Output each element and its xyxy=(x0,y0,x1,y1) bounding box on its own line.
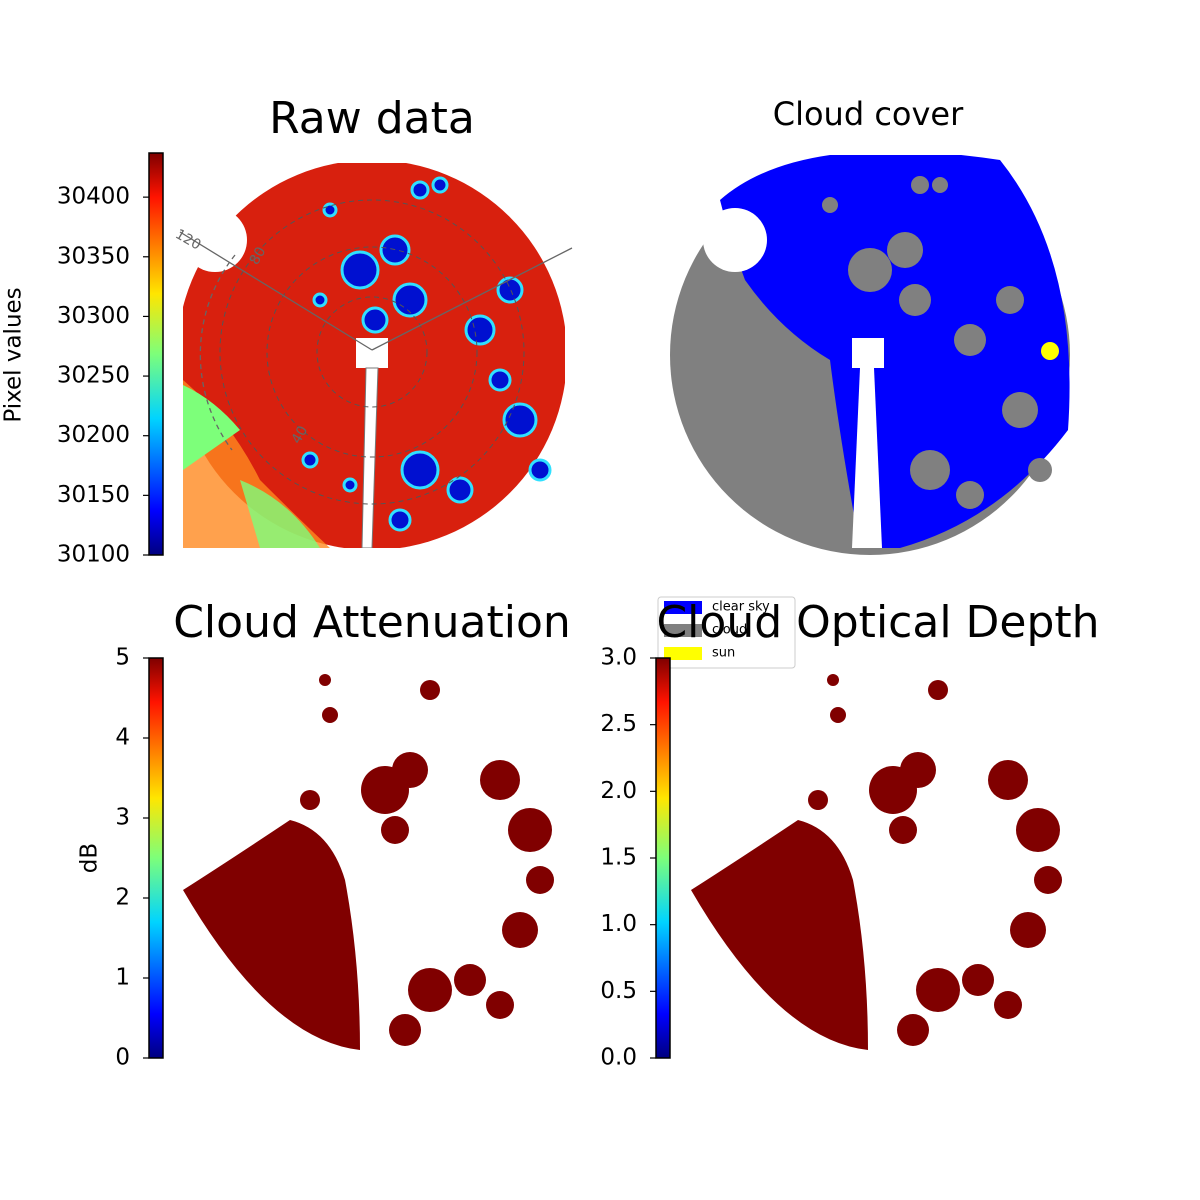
panel-title: Cloud Optical Depth xyxy=(656,597,1099,648)
polar-label: 40 xyxy=(289,423,312,446)
colorbar-tick-label: 0.5 xyxy=(600,978,637,1004)
panel-title: Cloud cover xyxy=(773,95,964,133)
colorbar-tick-label: 30300 xyxy=(57,303,130,329)
colorbar-label: Pixel values xyxy=(1,287,27,422)
legend-label: cloud xyxy=(712,623,747,638)
colorbar-tick-label: 30150 xyxy=(57,482,130,508)
colorbar-tick-label: 30250 xyxy=(57,363,130,389)
legend-swatch xyxy=(664,647,702,660)
colorbar-tick-label: 2.0 xyxy=(600,778,637,804)
colorbar-tick-label: 1.5 xyxy=(600,845,637,871)
legend-swatch xyxy=(664,624,702,637)
legend-label: sun xyxy=(712,646,735,661)
polar-axes xyxy=(179,231,573,451)
colorbar-tick-label: 5 xyxy=(115,645,130,671)
colorbar xyxy=(148,152,164,556)
polar-label: 80 xyxy=(247,244,270,267)
colorbar-tick-label: 2 xyxy=(115,885,130,911)
cloud-cover-image xyxy=(670,155,1070,555)
colorbar-tick-label: 0 xyxy=(115,1045,130,1071)
colorbar-tick-label: 2.5 xyxy=(600,711,637,737)
colorbar-tick-label: 30400 xyxy=(57,184,130,210)
raw-image xyxy=(183,163,565,548)
colorbar-tick-label: 30100 xyxy=(57,542,130,568)
colorbar-tick-label: 3 xyxy=(115,805,130,831)
colorbar xyxy=(655,657,671,1059)
panel-title: Raw data xyxy=(269,93,475,144)
colorbar-label: dB xyxy=(77,843,103,873)
sun-marker xyxy=(1041,342,1059,360)
legend: clear sky cloud sun xyxy=(657,596,796,669)
colorbar-tick-label: 0.0 xyxy=(600,1045,637,1071)
colorbar-tick-label: 1.0 xyxy=(600,911,637,937)
colorbar-tick-label: 3.0 xyxy=(600,645,637,671)
legend-swatch xyxy=(664,601,702,614)
attenuation-image xyxy=(183,674,554,1050)
colorbar-tick-label: 1 xyxy=(115,965,130,991)
colorbar xyxy=(148,657,164,1059)
colorbar-tick-label: 30200 xyxy=(57,422,130,448)
colorbar-tick-label: 30350 xyxy=(57,243,130,269)
colorbar-tick-label: 4 xyxy=(115,725,130,751)
legend-label: clear sky xyxy=(712,600,770,615)
optical-depth-image xyxy=(691,674,1062,1050)
panel-title: Cloud Attenuation xyxy=(173,597,571,648)
